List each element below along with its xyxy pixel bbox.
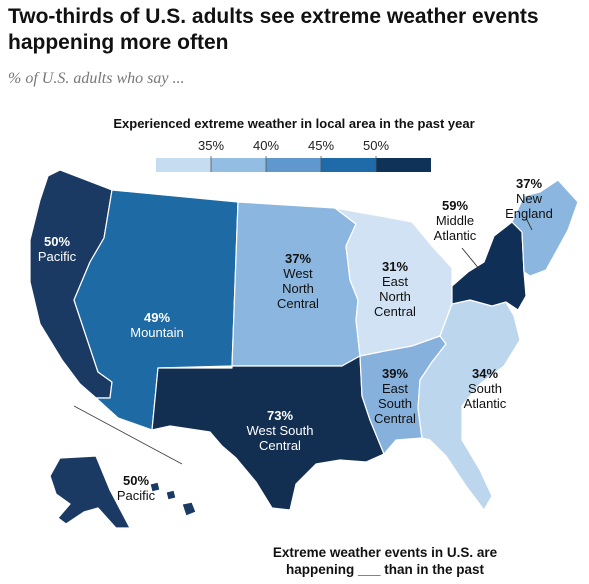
region-middle-atlantic[interactable]	[451, 221, 527, 311]
legend-title: Experienced extreme weather in local are…	[113, 116, 474, 131]
region-name-east-south-central-line-1: East	[382, 381, 408, 396]
region-mountain[interactable]	[73, 189, 239, 431]
region-name-middle-atlantic-line-2: Atlantic	[434, 228, 477, 243]
region-name-south-atlantic-line-1: South	[468, 381, 502, 396]
region-pct-new-england: 37%	[516, 176, 542, 191]
region-name-new-england-line-2: England	[505, 206, 553, 221]
region-hawaii[interactable]	[149, 481, 197, 517]
legend: Experienced extreme weather in local are…	[113, 116, 475, 172]
region-label-mountain: 49%Mountain	[130, 310, 183, 340]
region-label-pacific-ak-hi: 50%Pacific	[117, 473, 156, 503]
legend-swatch-2	[211, 158, 266, 172]
region-name-west-north-central-line-1: West	[283, 266, 313, 281]
region-name-mountain-line-1: Mountain	[130, 325, 183, 340]
region-name-east-north-central-line-1: East	[382, 274, 408, 289]
region-pct-pacific-ak-hi: 50%	[123, 473, 149, 488]
legend-tick-35: 35%	[198, 138, 224, 153]
region-pct-pacific: 50%	[44, 234, 70, 249]
region-name-west-north-central-line-2: North	[282, 281, 314, 296]
region-pct-south-atlantic: 34%	[472, 366, 498, 381]
region-name-east-south-central-line-3: Central	[374, 411, 416, 426]
inset-divider	[73, 405, 183, 465]
chart-subtitle: % of U.S. adults who say ...	[8, 70, 185, 87]
region-name-south-atlantic-line-2: Atlantic	[464, 396, 507, 411]
region-label-pacific: 50%Pacific	[38, 234, 77, 264]
region-pct-east-south-central: 39%	[382, 366, 408, 381]
region-name-east-north-central-line-3: Central	[374, 304, 416, 319]
middle-atlantic-leader	[461, 247, 481, 271]
region-pct-west-south-central: 73%	[267, 408, 293, 423]
chart-title: Two-thirds of U.S. adults see extreme we…	[8, 5, 539, 54]
region-alaska[interactable]	[49, 455, 131, 529]
region-name-east-north-central-line-2: North	[379, 289, 411, 304]
region-name-middle-atlantic-line-1: Middle	[436, 213, 474, 228]
legend-swatch-1	[156, 158, 211, 172]
region-name-west-south-central-line-1: West South	[247, 423, 314, 438]
legend-swatch-5	[376, 158, 431, 172]
new-england-leader	[525, 217, 533, 231]
region-name-east-south-central-line-2: South	[378, 396, 412, 411]
legend-tick-45: 45%	[308, 138, 334, 153]
region-name-pacific-line-1: Pacific	[38, 249, 77, 264]
region-pct-mountain: 49%	[144, 310, 170, 325]
region-name-west-south-central-line-2: Central	[259, 438, 301, 453]
region-pct-east-north-central: 31%	[382, 259, 408, 274]
region-new-england[interactable]	[511, 179, 579, 277]
region-name-pacific-ak-hi-line-1: Pacific	[117, 488, 156, 503]
region-pct-middle-atlantic: 59%	[442, 198, 468, 213]
region-pct-west-north-central: 37%	[285, 251, 311, 266]
legend-tick-40: 40%	[253, 138, 279, 153]
legend-swatch-3	[266, 158, 321, 172]
legend-swatch-4	[321, 158, 376, 172]
region-name-west-north-central-line-3: Central	[277, 296, 319, 311]
legend-tick-50: 50%	[363, 138, 389, 153]
footnote: Extreme weather events in U.S. are happe…	[272, 545, 498, 577]
region-name-new-england-line-1: New	[516, 191, 543, 206]
